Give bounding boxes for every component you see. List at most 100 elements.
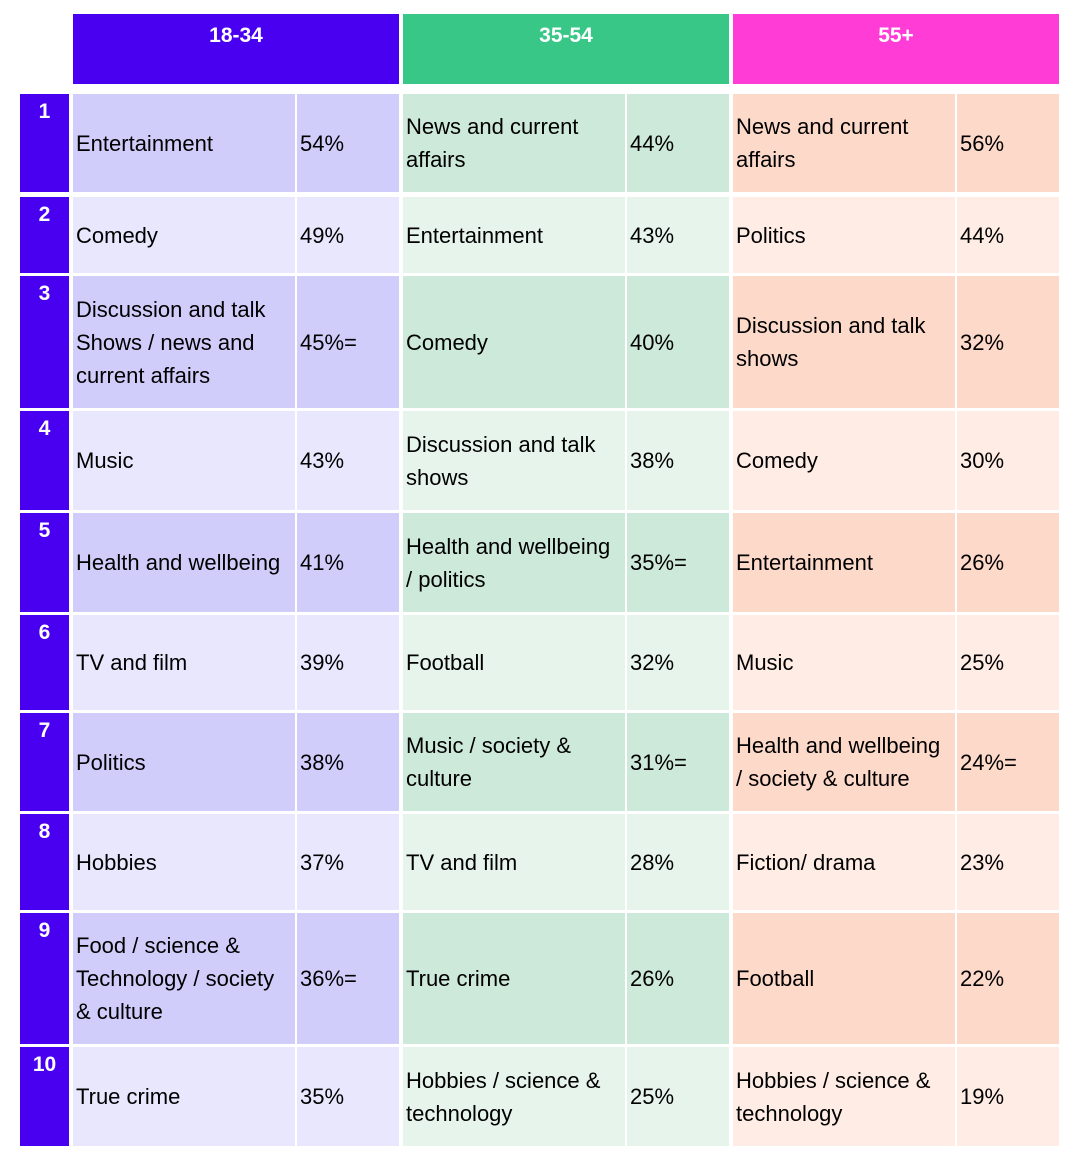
topic-cell: Health and wellbeing / society & culture xyxy=(733,713,955,811)
percentage-value: 31%= xyxy=(630,749,687,775)
topic-cell: Fiction/ drama xyxy=(733,814,955,910)
topic-cell: Politics xyxy=(73,713,295,811)
topic-label: Health and wellbeing / politics xyxy=(406,533,611,592)
topic-cell: Health and wellbeing / politics xyxy=(403,513,625,612)
topic-label: TV and film xyxy=(406,849,518,875)
rank-number: 6 xyxy=(20,615,69,710)
percentage-cell: 26% xyxy=(957,513,1059,612)
percentage-cell: 31%= xyxy=(627,713,729,811)
column-header-3: 55+ xyxy=(733,14,1059,84)
percentage-value: 54% xyxy=(300,130,345,156)
rank-number: 8 xyxy=(20,814,69,910)
percentage-value: 26% xyxy=(630,966,675,991)
topic-label: Football xyxy=(406,650,485,675)
rank-number: 3 xyxy=(20,276,69,408)
topic-cell: TV and film xyxy=(403,814,625,910)
percentage-value: 44% xyxy=(960,222,1005,248)
topic-cell: News and current affairs xyxy=(403,94,625,192)
topic-label: Hobbies / science & technology xyxy=(406,1067,601,1126)
percentage-value: 24%= xyxy=(960,749,1017,775)
topic-label: True crime xyxy=(406,966,511,991)
topic-cell: Comedy xyxy=(403,276,625,408)
topic-cell: Comedy xyxy=(733,411,955,510)
topic-label: Discussion and talk shows xyxy=(736,313,926,371)
percentage-value: 41% xyxy=(300,550,345,575)
percentage-value: 32% xyxy=(960,329,1005,355)
percentage-value: 22% xyxy=(960,966,1005,991)
percentage-value: 37% xyxy=(300,849,345,875)
rank-number: 10 xyxy=(20,1047,69,1146)
topic-label: Hobbies / science & technology xyxy=(736,1067,931,1126)
percentage-value: 44% xyxy=(630,130,675,156)
topic-cell: True crime xyxy=(73,1047,295,1146)
topic-label: Fiction/ drama xyxy=(736,849,876,875)
percentage-cell: 32% xyxy=(627,615,729,710)
percentage-value: 26% xyxy=(960,550,1005,575)
topic-label: News and current affairs xyxy=(736,114,909,172)
percentage-value: 38% xyxy=(630,448,675,473)
percentage-cell: 23% xyxy=(957,814,1059,910)
percentage-cell: 19% xyxy=(957,1047,1059,1146)
percentage-value: 19% xyxy=(960,1084,1005,1109)
rank-number: 5 xyxy=(20,513,69,612)
topic-cell: Hobbies / science & technology xyxy=(403,1047,625,1146)
topic-label: Discussion and talk Shows / news and cur… xyxy=(76,296,266,388)
percentage-cell: 37% xyxy=(297,814,399,910)
column-header-1: 18-34 xyxy=(73,14,399,84)
percentage-value: 43% xyxy=(630,222,675,248)
percentage-value: 25% xyxy=(630,1084,675,1109)
percentage-cell: 39% xyxy=(297,615,399,710)
percentage-cell: 38% xyxy=(627,411,729,510)
topic-label: Music / society & culture xyxy=(406,733,572,791)
topic-label: Politics xyxy=(76,749,146,775)
topic-cell: Entertainment xyxy=(73,94,295,192)
percentage-value: 30% xyxy=(960,448,1005,473)
topic-label: Comedy xyxy=(406,329,488,355)
topic-cell: Football xyxy=(733,913,955,1044)
topic-cell: Music / society & culture xyxy=(403,713,625,811)
topic-label: Politics xyxy=(736,222,806,248)
percentage-value: 39% xyxy=(300,650,345,675)
topic-cell: Discussion and talk Shows / news and cur… xyxy=(73,276,295,408)
rank-number: 9 xyxy=(20,913,69,1044)
topic-cell: Food / science & Technology / society & … xyxy=(73,913,295,1044)
percentage-cell: 44% xyxy=(627,94,729,192)
percentage-value: 28% xyxy=(630,849,675,875)
topic-label: Football xyxy=(736,966,815,991)
percentage-cell: 26% xyxy=(627,913,729,1044)
percentage-value: 36%= xyxy=(300,966,357,991)
topic-label: Entertainment xyxy=(76,130,213,156)
rank-number: 2 xyxy=(20,197,69,273)
percentage-cell: 32% xyxy=(957,276,1059,408)
percentage-cell: 54% xyxy=(297,94,399,192)
percentage-value: 25% xyxy=(960,650,1005,675)
topic-cell: Hobbies / science & technology xyxy=(733,1047,955,1146)
topic-cell: Politics xyxy=(733,197,955,273)
percentage-cell: 30% xyxy=(957,411,1059,510)
percentage-value: 32% xyxy=(630,650,675,675)
percentage-cell: 22% xyxy=(957,913,1059,1044)
topic-cell: Comedy xyxy=(73,197,295,273)
percentage-cell: 56% xyxy=(957,94,1059,192)
topic-label: Discussion and talk shows xyxy=(406,431,596,490)
topic-label: Health and wellbeing xyxy=(76,550,281,575)
percentage-cell: 45%= xyxy=(297,276,399,408)
percentage-value: 35%= xyxy=(630,550,687,575)
percentage-cell: 49% xyxy=(297,197,399,273)
percentage-cell: 41% xyxy=(297,513,399,612)
percentage-cell: 44% xyxy=(957,197,1059,273)
topic-label: News and current affairs xyxy=(406,114,579,172)
percentage-value: 40% xyxy=(630,329,675,355)
topic-cell: Health and wellbeing xyxy=(73,513,295,612)
percentage-cell: 40% xyxy=(627,276,729,408)
column-header-2: 35-54 xyxy=(403,14,729,84)
percentage-cell: 25% xyxy=(957,615,1059,710)
percentage-cell: 25% xyxy=(627,1047,729,1146)
percentage-cell: 35% xyxy=(297,1047,399,1146)
percentage-cell: 38% xyxy=(297,713,399,811)
topic-cell: True crime xyxy=(403,913,625,1044)
topic-label: Music xyxy=(76,448,134,473)
topic-label: Music xyxy=(736,650,794,675)
topic-cell: Discussion and talk shows xyxy=(733,276,955,408)
topic-cell: Hobbies xyxy=(73,814,295,910)
